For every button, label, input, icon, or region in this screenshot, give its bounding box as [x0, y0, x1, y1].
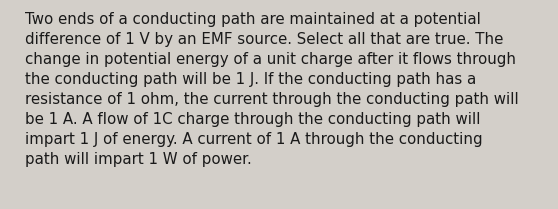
- Text: Two ends of a conducting path are maintained at a potential
difference of 1 V by: Two ends of a conducting path are mainta…: [25, 12, 518, 167]
